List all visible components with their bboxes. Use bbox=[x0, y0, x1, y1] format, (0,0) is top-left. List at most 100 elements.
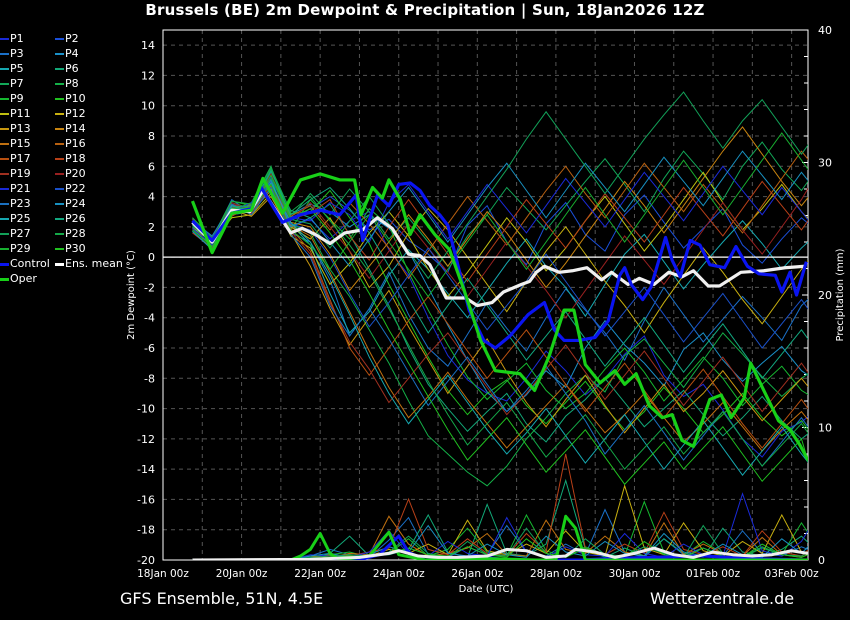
legend-label: Oper bbox=[10, 272, 37, 285]
legend-item: P10 bbox=[55, 91, 86, 106]
y-tick-label: 2 bbox=[148, 221, 155, 234]
legend-label: Control bbox=[10, 257, 50, 270]
y-tick-label: 8 bbox=[148, 130, 155, 143]
legend-label: P27 bbox=[10, 227, 31, 240]
member-dewpoint-line-P26 bbox=[192, 169, 808, 380]
model-info: GFS Ensemble, 51N, 4.5E bbox=[120, 589, 324, 608]
legend-label: P14 bbox=[65, 122, 86, 135]
legend-item: P25 bbox=[0, 211, 31, 226]
source-credit[interactable]: Wetterzentrale.de bbox=[650, 589, 795, 608]
legend-item: P19 bbox=[0, 166, 31, 181]
legend-swatch bbox=[0, 68, 9, 70]
member-dewpoint-line-P19 bbox=[192, 183, 808, 416]
legend-item: P4 bbox=[55, 46, 79, 61]
member-dewpoint-line-P21 bbox=[192, 165, 808, 246]
y-tick-label: 6 bbox=[148, 160, 155, 173]
legend-item: P7 bbox=[0, 76, 24, 91]
legend-label: P17 bbox=[10, 152, 31, 165]
dewpoint-line-ensmean bbox=[191, 188, 805, 308]
y-tick-label: -20 bbox=[137, 554, 155, 567]
y-tick-label: -8 bbox=[144, 372, 155, 385]
y-tick-label: -18 bbox=[137, 524, 155, 537]
member-dewpoint-line-P29 bbox=[192, 132, 808, 298]
member-dewpoint-line-P9 bbox=[192, 180, 808, 410]
legend-item: P6 bbox=[55, 61, 79, 76]
legend-item: Oper bbox=[0, 271, 37, 286]
legend-item: P1 bbox=[0, 31, 24, 46]
legend-swatch bbox=[0, 248, 9, 250]
legend-item: P30 bbox=[55, 241, 86, 256]
member-dewpoint-line-P27 bbox=[192, 91, 808, 280]
member-dewpoint-line-P8 bbox=[192, 165, 808, 487]
legend-label: P30 bbox=[65, 242, 86, 255]
legend-swatch bbox=[55, 218, 64, 220]
x-axis-label: Date (UTC) bbox=[459, 584, 514, 595]
legend-swatch bbox=[0, 277, 9, 281]
legend-swatch bbox=[55, 128, 64, 130]
legend-label: P24 bbox=[65, 197, 86, 210]
legend-swatch bbox=[0, 203, 9, 205]
legend-label: P5 bbox=[10, 62, 24, 75]
legend-label: P9 bbox=[10, 92, 24, 105]
legend-label: P16 bbox=[65, 137, 86, 150]
y-tick-label: -4 bbox=[144, 312, 155, 325]
legend-item: P28 bbox=[55, 226, 86, 241]
y-tick-label: -14 bbox=[137, 463, 155, 476]
y-tick-label: -16 bbox=[137, 493, 155, 506]
legend-item: P11 bbox=[0, 106, 31, 121]
x-tick-label: 28Jan 00z bbox=[530, 568, 582, 580]
legend-swatch bbox=[55, 83, 64, 85]
series-layer bbox=[163, 91, 808, 560]
member-dewpoint-line-P17 bbox=[192, 180, 808, 449]
legend-swatch bbox=[0, 233, 9, 235]
legend-swatch bbox=[0, 53, 9, 55]
legend-label: P1 bbox=[10, 32, 24, 45]
legend-item: P13 bbox=[0, 121, 31, 136]
legend-item: P5 bbox=[0, 61, 24, 76]
legend-swatch bbox=[0, 262, 9, 266]
legend-label: P13 bbox=[10, 122, 31, 135]
legend-swatch bbox=[55, 233, 64, 235]
legend-label: P23 bbox=[10, 197, 31, 210]
legend-item: P12 bbox=[55, 106, 86, 121]
legend-swatch bbox=[0, 38, 9, 40]
legend-item: P18 bbox=[55, 151, 86, 166]
x-tick-label: 20Jan 00z bbox=[216, 568, 268, 580]
x-tick-label: 03Feb 00z bbox=[765, 568, 820, 580]
member-dewpoint-line-P22 bbox=[192, 180, 808, 349]
member-dewpoint-line-P23 bbox=[192, 186, 808, 467]
legend-label: P19 bbox=[10, 167, 31, 180]
x-tick-label: 24Jan 00z bbox=[373, 568, 425, 580]
y-tick-label: 12 bbox=[141, 69, 155, 82]
member-dewpoint-line-P11 bbox=[192, 171, 808, 298]
legend-item: P15 bbox=[0, 136, 31, 151]
legend-item: P23 bbox=[0, 196, 31, 211]
legend-item: P22 bbox=[55, 181, 86, 196]
member-precip-line-2 bbox=[192, 478, 808, 560]
y-tick-label: -2 bbox=[144, 281, 155, 294]
legend-item: P27 bbox=[0, 226, 31, 241]
legend-item: P8 bbox=[55, 76, 79, 91]
plot-frame bbox=[162, 29, 809, 561]
legend-swatch bbox=[0, 173, 9, 175]
legend-swatch bbox=[0, 98, 9, 100]
legend-label: P22 bbox=[65, 182, 86, 195]
legend-item: P26 bbox=[55, 211, 86, 226]
legend-swatch bbox=[55, 173, 64, 175]
y-tick-label: -12 bbox=[137, 433, 155, 446]
legend-label: P2 bbox=[65, 32, 79, 45]
legend-swatch bbox=[0, 158, 9, 160]
legend-swatch bbox=[0, 218, 9, 220]
legend-swatch bbox=[0, 188, 9, 190]
legend-swatch bbox=[55, 188, 64, 190]
x-tick-label: 01Feb 00z bbox=[686, 568, 741, 580]
legend-item: P24 bbox=[55, 196, 86, 211]
grid bbox=[163, 30, 808, 560]
legend-label: P10 bbox=[65, 92, 86, 105]
legend-label: P28 bbox=[65, 227, 86, 240]
y2-tick-label: 40 bbox=[818, 24, 832, 37]
legend-label: P6 bbox=[65, 62, 79, 75]
y-tick-label: 14 bbox=[141, 39, 155, 52]
y-axis-label: 2m Dewpoint (°C) bbox=[126, 250, 137, 340]
y2-tick-label: 30 bbox=[818, 157, 832, 170]
